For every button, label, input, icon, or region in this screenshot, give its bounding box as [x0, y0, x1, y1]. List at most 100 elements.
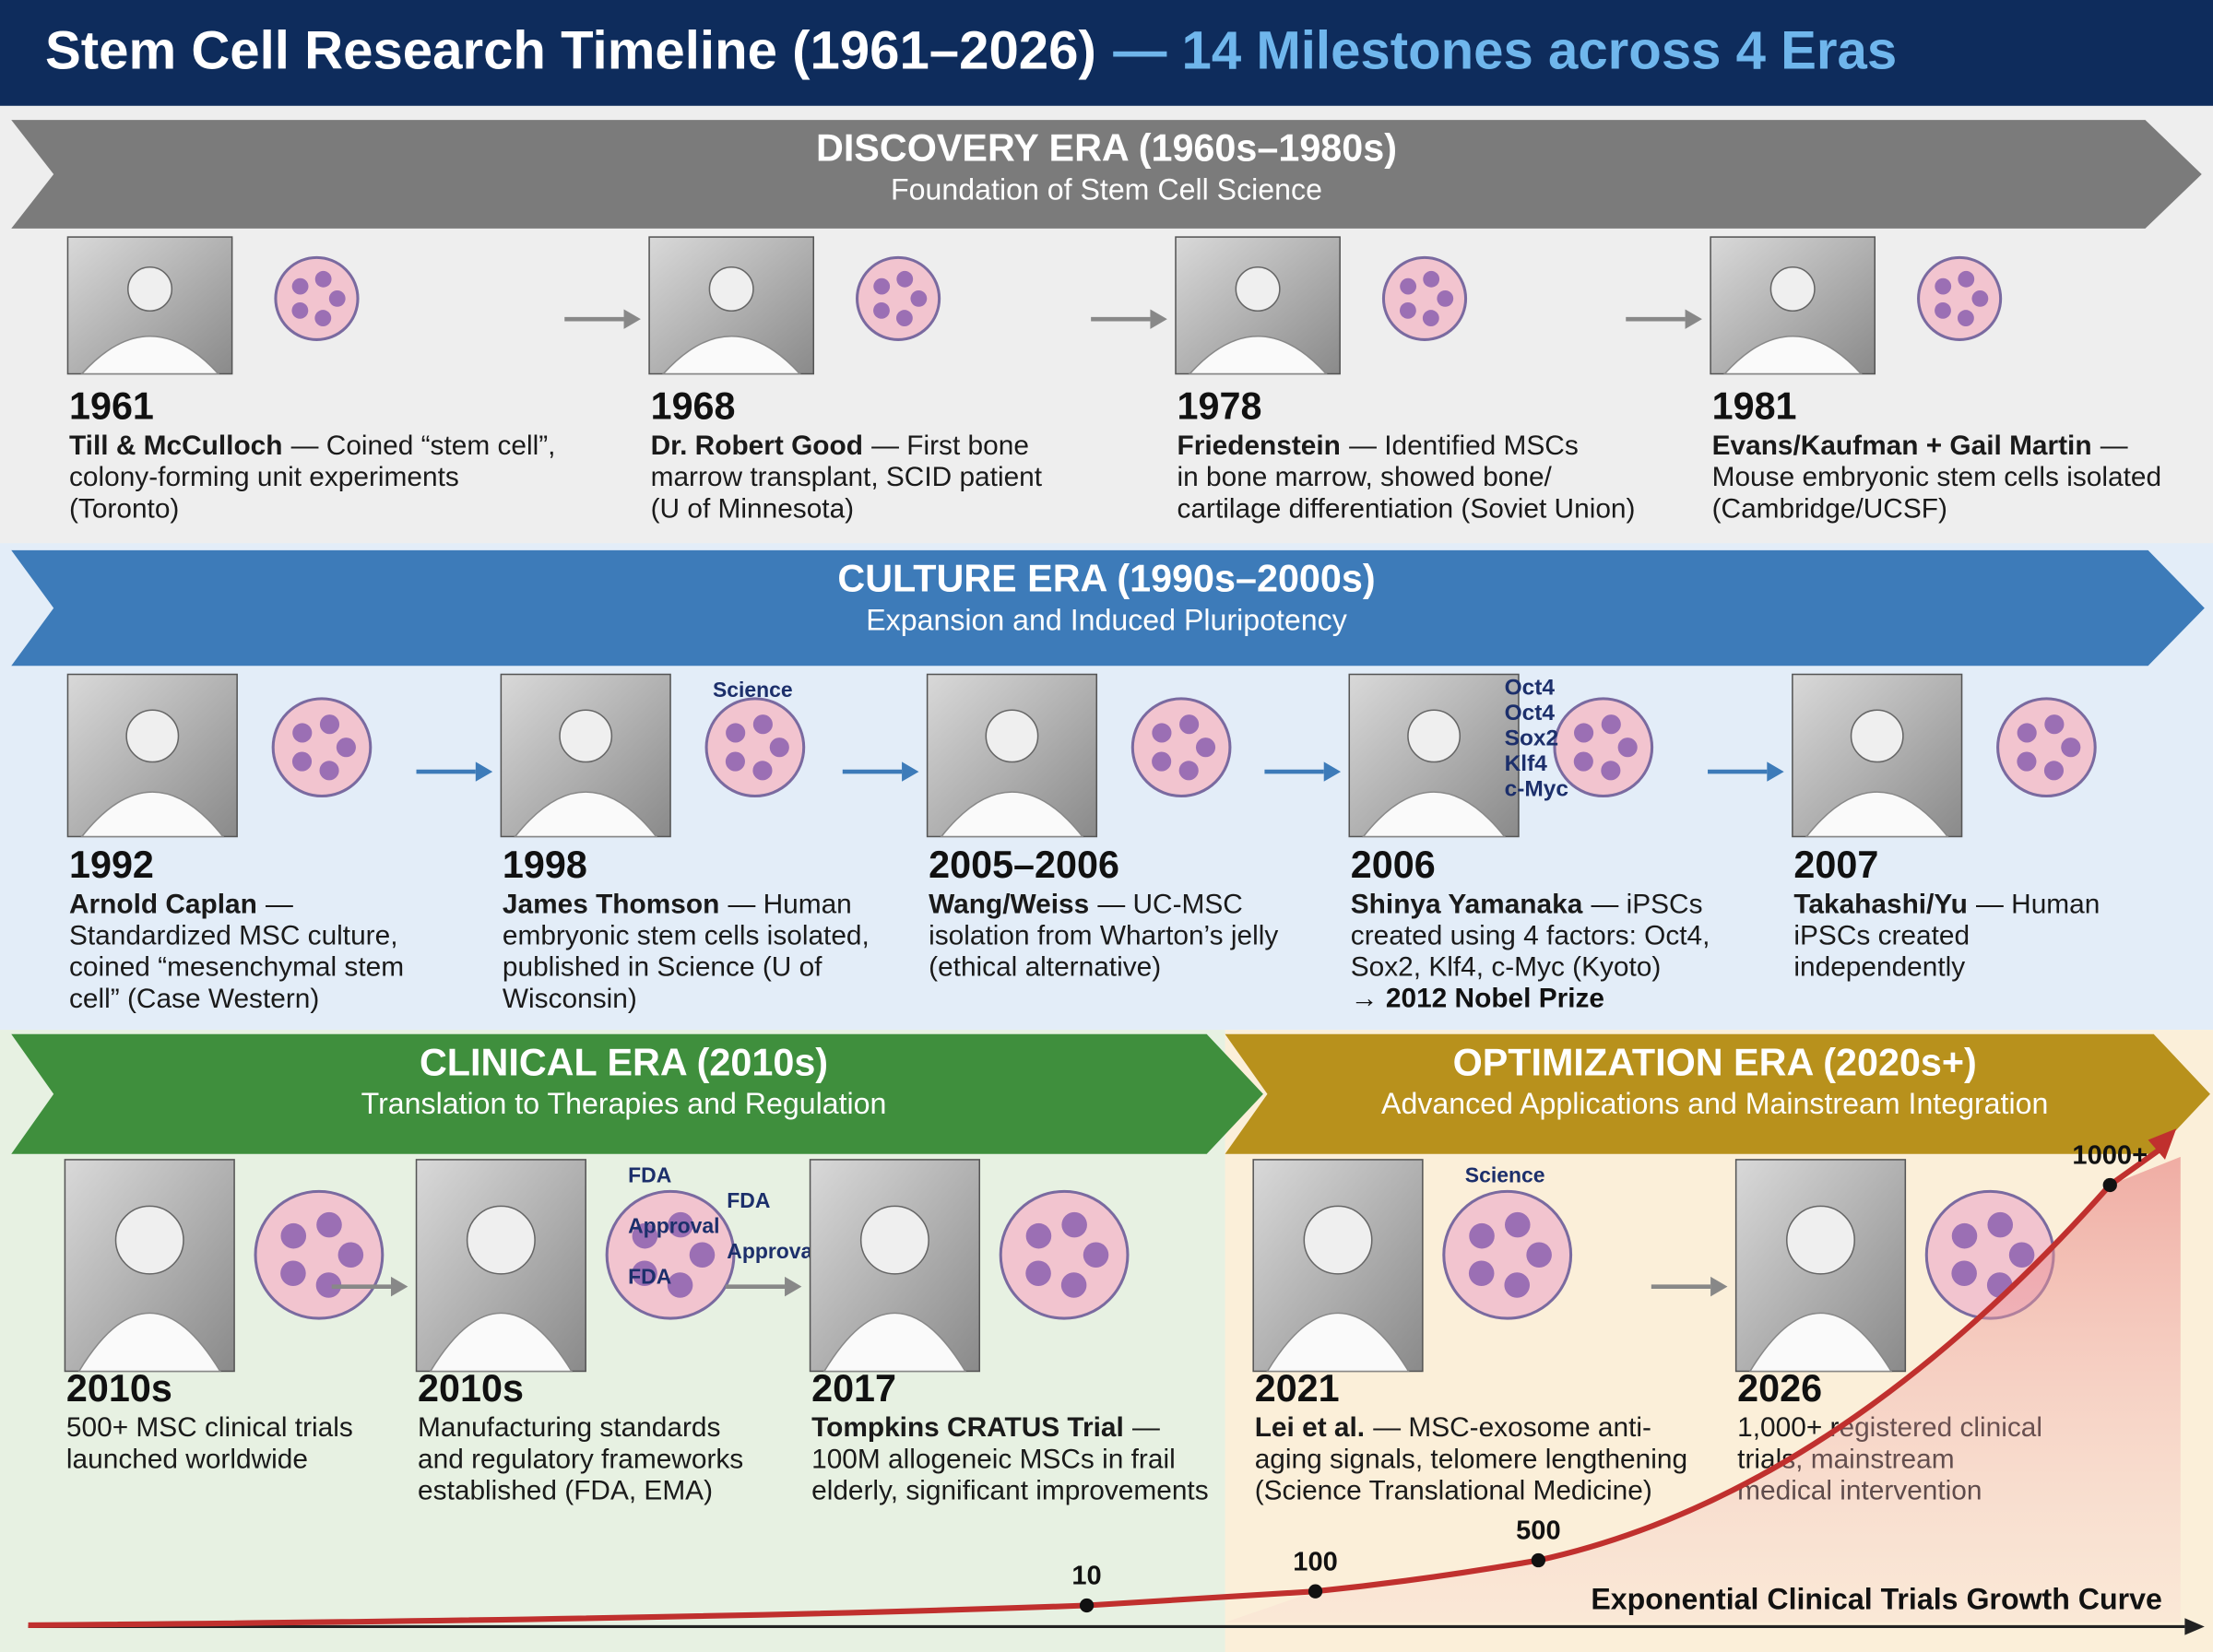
milestone-year: 2010s [66, 1367, 172, 1410]
cell-nucleus [1601, 714, 1621, 735]
milestone-who: Evans/Kaufman + Gail Martin [1712, 431, 2092, 461]
milestone-line: — MSC-exosome anti- [1373, 1412, 1651, 1443]
curve-point-label: 10 [1071, 1562, 1101, 1591]
head [466, 1205, 536, 1275]
cell-nucleus [726, 723, 746, 743]
milestone-text: coined “mesenchymal stem [69, 952, 404, 983]
milestone-line: coined “mesenchymal stem [69, 952, 404, 983]
growth-curve [28, 1147, 2161, 1628]
milestone-line: aging signals, telomere lengthening [1255, 1444, 1687, 1474]
cell-nucleus [315, 1272, 342, 1298]
image-label: Oct4 [1505, 675, 1556, 700]
body [1805, 791, 1949, 838]
body [822, 1312, 967, 1373]
milestone-text: isolation from Wharton’s jelly [929, 920, 1278, 950]
milestone-text: (ethical alternative) [929, 952, 1161, 983]
cell-nucleus [337, 1242, 364, 1268]
curve-point-label: 1000+ [2072, 1141, 2148, 1171]
head [1785, 1205, 1855, 1275]
cell-nucleus [1469, 1222, 1495, 1249]
cell-nucleus [1601, 761, 1621, 781]
milestone-line: — UC-MSC [1097, 889, 1242, 919]
cell-icon [1442, 1189, 1573, 1320]
curve-point-label: 100 [1293, 1547, 1338, 1576]
milestone-who: Dr. Robert Good [651, 431, 863, 461]
cell-icon [999, 1189, 1130, 1320]
cell-nucleus [280, 1222, 307, 1249]
era-arrow [1225, 1033, 2210, 1154]
milestone-line: — Identified MSCs [1349, 431, 1579, 461]
milestone-year: 1968 [651, 385, 736, 428]
body [1266, 1312, 1410, 1373]
cell-icon [605, 1189, 736, 1320]
milestone-line: — Human [1976, 889, 2100, 919]
image-label: Science [713, 678, 793, 702]
milestone-line: cartilage differentiation (Soviet Union) [1178, 493, 1636, 524]
milestone-text: in bone marrow, showed bone/ [1178, 462, 1553, 492]
cell-nucleus [1617, 738, 1638, 758]
cell-icon [1917, 255, 2003, 341]
milestone-text: iPSCs created [1793, 920, 1970, 950]
milestone-text: created using 4 factors: Oct4, [1351, 920, 1710, 950]
milestone-text: Tompkins CRATUS Trial — [811, 1412, 1160, 1443]
milestone-text: Dr. Robert Good — First bone [651, 431, 1029, 461]
cell-nucleus [1152, 723, 1172, 743]
cell-nucleus [2008, 1242, 2035, 1268]
cell-icon [1553, 697, 1654, 798]
milestone-text: published in Science (U of [503, 952, 822, 983]
milestone-line: isolation from Wharton’s jelly [929, 920, 1278, 950]
milestone-text: embryonic stem cells isolated, [503, 920, 870, 950]
era-name: OPTIMIZATION ERA (2020s+) [1453, 1041, 1977, 1083]
milestone-text: (Cambridge/UCSF) [1712, 493, 1947, 524]
milestone-line: — [2101, 431, 2128, 461]
cell-nucleus [769, 738, 789, 758]
cell-nucleus [1574, 723, 1594, 743]
milestone-text: James Thomson — Human [503, 889, 852, 919]
milestone-line: elderly, significant improvements [811, 1475, 1209, 1505]
flow-arrow-head [1710, 1276, 1728, 1297]
head [708, 266, 754, 313]
era-arrow [11, 549, 2205, 667]
cell-nucleus [319, 714, 340, 735]
milestone-text: independently [1793, 952, 1965, 983]
milestone-text: elderly, significant improvements [811, 1475, 1209, 1505]
milestone-year: 2005–2006 [929, 844, 1119, 886]
curve-area [1225, 1156, 2181, 1622]
cell-nucleus [667, 1272, 693, 1298]
era-subtitle: Translation to Therapies and Regulation [361, 1087, 887, 1120]
cell-nucleus [1971, 289, 1989, 307]
cell-nucleus [1526, 1242, 1552, 1268]
milestone-who: Shinya Yamanaka [1351, 889, 1583, 919]
milestone-line: published in Science (U of [503, 952, 822, 983]
milestone-who: Wang/Weiss [929, 889, 1089, 919]
milestone-line: 500+ MSC clinical trials [66, 1412, 353, 1443]
cell-nucleus [314, 270, 332, 288]
milestone-line: colony-forming unit experiments [69, 462, 459, 492]
curve-point [1079, 1598, 1095, 1613]
milestone-text: and regulatory frameworks [418, 1444, 743, 1474]
head [125, 709, 180, 763]
head [1303, 1205, 1373, 1275]
cell-nucleus [1195, 738, 1216, 758]
curve-point-label: 500 [1516, 1516, 1561, 1546]
milestone-line: (Science Translational Medicine) [1255, 1475, 1652, 1505]
milestone-line: Sox2, Klf4, c-Myc (Kyoto) [1351, 952, 1662, 983]
milestone-line: Standardized MSC culture, [69, 920, 397, 950]
cell-nucleus [291, 301, 309, 319]
milestone-text: Standardized MSC culture, [69, 920, 397, 950]
cell-nucleus [1061, 1211, 1087, 1238]
cell-nucleus [2043, 761, 2065, 781]
milestone-line: and regulatory frameworks [418, 1444, 743, 1474]
cell-nucleus [1935, 277, 1952, 295]
milestone-who: Tompkins CRATUS Trial [811, 1412, 1124, 1443]
cell-icon [704, 697, 806, 798]
cell-icon [1130, 697, 1232, 798]
cell-nucleus [1423, 270, 1440, 288]
milestone-line: (ethical alternative) [929, 952, 1161, 983]
cell-nucleus [319, 761, 339, 781]
body [77, 1312, 222, 1373]
growth-curve-head [2148, 1128, 2177, 1160]
image-label: Sox2 [1505, 726, 1558, 750]
cell-nucleus [1504, 1272, 1531, 1298]
